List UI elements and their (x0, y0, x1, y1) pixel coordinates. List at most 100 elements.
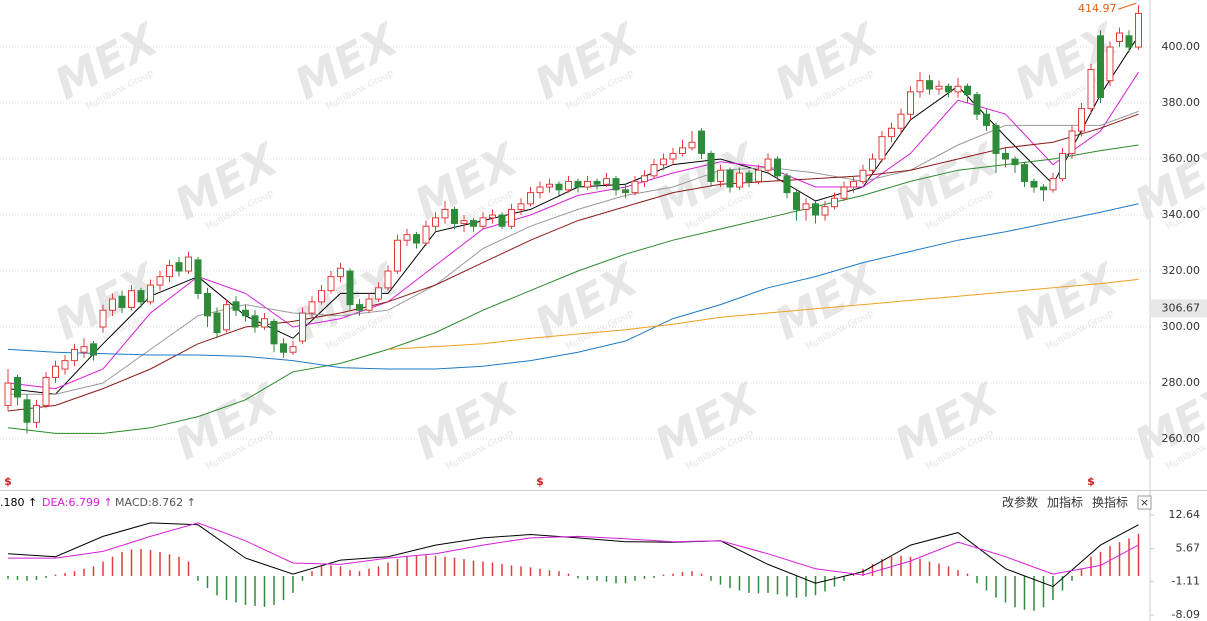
y-tick-label: 280.00 (1162, 376, 1201, 389)
candle-body (1040, 186, 1047, 191)
candle-body (793, 192, 800, 210)
candle-body (4, 382, 12, 406)
candle-body (831, 197, 838, 208)
candle-body (1011, 158, 1019, 166)
y-tick-label: 360.00 (1162, 152, 1201, 165)
y-tick-label: 260.00 (1162, 432, 1201, 445)
candle-body (983, 113, 990, 126)
y-tick-label: 300.00 (1162, 320, 1201, 333)
candle-body (498, 214, 506, 227)
candle-body (14, 376, 21, 398)
candle-body (479, 217, 487, 227)
candle-body (641, 175, 648, 182)
moving-average (7, 144, 1139, 434)
candle-body (802, 203, 810, 210)
candle-body (992, 124, 1000, 154)
candle-body (147, 284, 154, 303)
candle-body (1135, 12, 1142, 48)
candle-body (707, 152, 715, 182)
candle-body (318, 290, 325, 303)
candle-body (935, 85, 943, 90)
candle-body (907, 91, 914, 115)
candle-body (517, 203, 525, 210)
candle-body (394, 239, 401, 272)
candle-body (413, 234, 420, 244)
candle-body (337, 267, 344, 278)
indicator-button[interactable]: 加指标 (1047, 495, 1083, 510)
y-tick-label: 12.64 (1169, 508, 1201, 521)
indicator-button[interactable]: 改参数 (1002, 495, 1038, 510)
candle-body (964, 85, 971, 96)
candle-body (375, 287, 382, 300)
candle-body (1049, 178, 1057, 191)
macd-line (7, 522, 1139, 588)
dividend-marker: $ (536, 475, 544, 488)
y-tick-label: 5.67 (1176, 542, 1201, 555)
candle-body (688, 141, 696, 149)
candle-body (603, 178, 610, 185)
candle-body (1106, 46, 1114, 82)
candle-body (308, 301, 316, 314)
candle-body (1097, 35, 1104, 98)
candle-body (403, 234, 411, 241)
candle-body (451, 208, 458, 224)
dividend-marker: $ (4, 475, 12, 488)
candle-body (574, 180, 582, 188)
candle-body (669, 152, 677, 160)
y-tick-label: 320.00 (1162, 264, 1201, 277)
candle-body (859, 169, 867, 182)
candle-body (555, 183, 563, 191)
candle-body (1116, 32, 1123, 42)
candle-body (926, 80, 933, 90)
candle-body (251, 315, 259, 328)
y-tick-label: -1.11 (1172, 574, 1200, 587)
y-tick-label: 380.00 (1162, 96, 1201, 109)
candle-body (232, 301, 240, 311)
candle-body (204, 292, 211, 317)
candle-body (261, 318, 268, 328)
candle-body (356, 304, 363, 311)
candle-body (1087, 68, 1095, 110)
candle-body (1125, 35, 1133, 48)
price-tag-box (1151, 299, 1207, 318)
candle-body (52, 365, 59, 378)
legend-entry: MACD:8.762 ↑ (115, 496, 196, 509)
candle-body (1030, 180, 1038, 188)
candle-body (1021, 164, 1028, 182)
candle-body (622, 189, 629, 194)
candle-body (783, 175, 791, 194)
candle-body (23, 399, 31, 423)
candle-body (764, 158, 772, 171)
y-tick-label: -8.09 (1172, 608, 1200, 621)
candle-body (365, 298, 373, 311)
candle-body (584, 180, 591, 188)
close-button[interactable]: × (1140, 496, 1149, 509)
legend-entry: .180 ↑ (0, 496, 37, 509)
candle-body (755, 169, 762, 182)
candle-body (973, 94, 981, 115)
candle-body (270, 320, 278, 345)
close-box[interactable] (1137, 495, 1152, 510)
indicator-button[interactable]: 换指标 (1092, 495, 1128, 510)
candle-body (156, 276, 164, 286)
candle-body (536, 186, 544, 194)
candle-body (660, 158, 667, 166)
candle-body (1068, 130, 1076, 154)
moving-average (8, 110, 1139, 395)
candle-body (717, 169, 724, 182)
candle-body (242, 309, 249, 317)
candle-body (42, 376, 50, 406)
candle-body (869, 158, 876, 171)
candle-body (745, 172, 753, 182)
y-tick-label: 400.00 (1162, 40, 1201, 53)
candle-body (99, 309, 107, 328)
candle-body (80, 346, 88, 353)
candle-body (422, 225, 430, 244)
candle-body (565, 180, 572, 191)
annotation-arrow (1118, 2, 1137, 10)
legend-entry: DEA:6.799 ↑ (42, 496, 113, 509)
candle-body (223, 304, 230, 331)
candle-body (650, 164, 658, 177)
moving-average (7, 203, 1139, 370)
